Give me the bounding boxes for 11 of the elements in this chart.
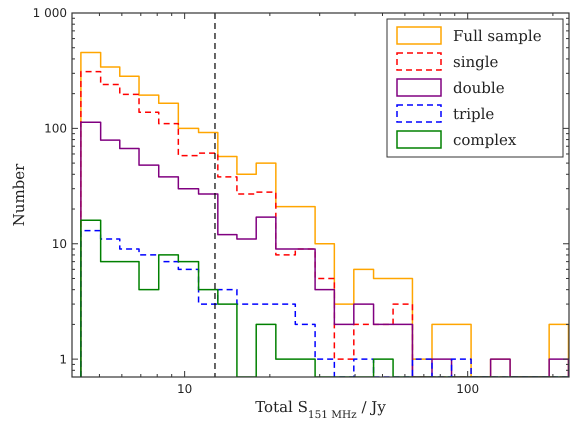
legend-label: complex <box>453 131 517 149</box>
y-tick-label: 1 000 <box>32 6 67 20</box>
y-axis-title: Number <box>10 162 28 226</box>
legend-label: single <box>453 53 499 71</box>
legend-label: Full sample <box>453 27 542 45</box>
y-tick-label: 10 <box>52 236 67 251</box>
legend-label: double <box>453 79 505 97</box>
y-tick-label: 100 <box>44 122 67 136</box>
y-tick-label: 1 <box>59 352 67 366</box>
legend-label: triple <box>453 105 494 123</box>
x-axis-title: Total S$_{151 MHz}$ / Jy <box>255 398 386 421</box>
